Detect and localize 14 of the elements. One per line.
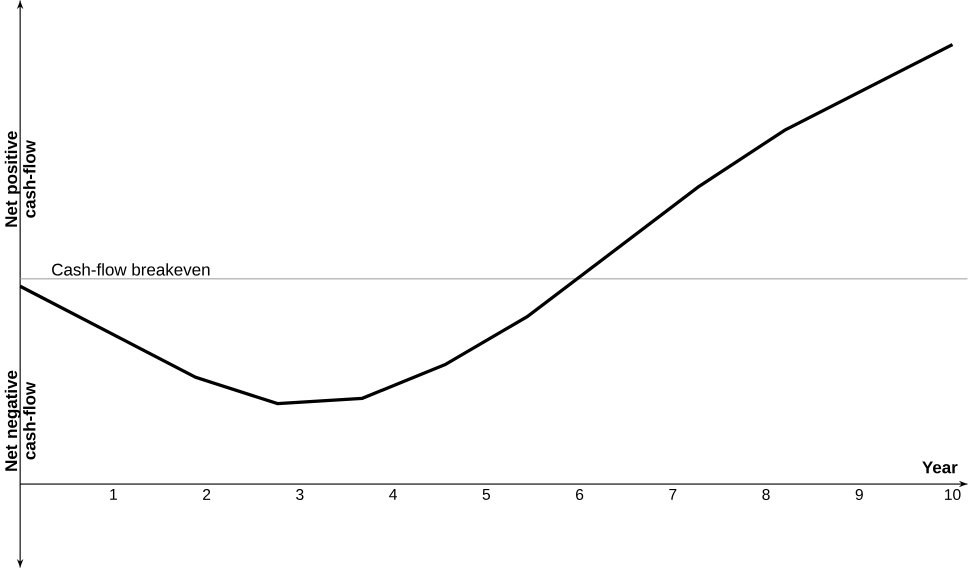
- x-tick-label: 9: [856, 488, 863, 500]
- x-tick-label: 5: [482, 488, 490, 500]
- x-tick-label: 10: [945, 488, 961, 500]
- x-tick-label: 2: [203, 488, 210, 500]
- ref-line-label: Cash-flow breakeven: [52, 263, 210, 276]
- x-tick-label: 4: [389, 488, 397, 500]
- x-axis-title: Year: [922, 461, 958, 474]
- x-tick-label: 1: [110, 488, 117, 500]
- annotation: Net negative cash-flow: [4, 370, 36, 471]
- x-tick-label: 6: [576, 488, 584, 500]
- annotation: Net positive cash-flow: [4, 131, 36, 227]
- x-tick-label: 7: [669, 488, 676, 500]
- x-tick-label: 8: [762, 488, 770, 500]
- x-tick-label: 3: [296, 488, 304, 500]
